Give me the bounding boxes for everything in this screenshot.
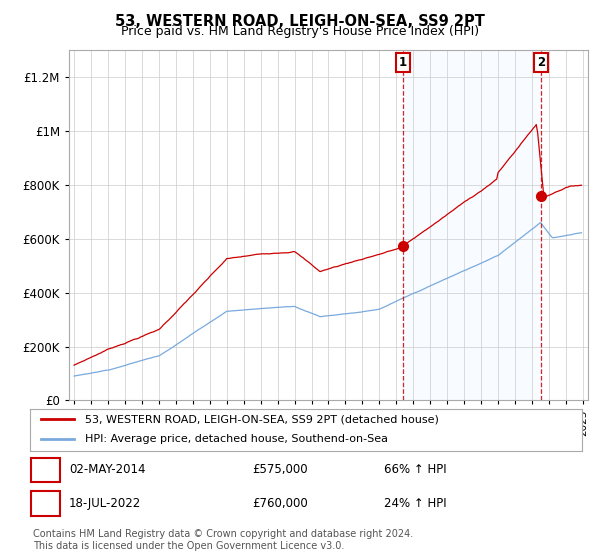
Text: 2: 2 — [41, 497, 50, 510]
Bar — [403, 50, 541, 400]
Text: £575,000: £575,000 — [252, 463, 308, 477]
Text: 53, WESTERN ROAD, LEIGH-ON-SEA, SS9 2PT: 53, WESTERN ROAD, LEIGH-ON-SEA, SS9 2PT — [115, 14, 485, 29]
Text: Contains HM Land Registry data © Crown copyright and database right 2024.
This d: Contains HM Land Registry data © Crown c… — [33, 529, 413, 551]
Text: 1: 1 — [41, 463, 50, 477]
Text: 02-MAY-2014: 02-MAY-2014 — [69, 463, 146, 477]
Text: £760,000: £760,000 — [252, 497, 308, 510]
Text: 2: 2 — [537, 56, 545, 69]
Text: Price paid vs. HM Land Registry's House Price Index (HPI): Price paid vs. HM Land Registry's House … — [121, 25, 479, 38]
Text: 18-JUL-2022: 18-JUL-2022 — [69, 497, 141, 510]
Text: 66% ↑ HPI: 66% ↑ HPI — [384, 463, 446, 477]
Text: 1: 1 — [398, 56, 407, 69]
Text: 53, WESTERN ROAD, LEIGH-ON-SEA, SS9 2PT (detached house): 53, WESTERN ROAD, LEIGH-ON-SEA, SS9 2PT … — [85, 414, 439, 424]
Text: 24% ↑ HPI: 24% ↑ HPI — [384, 497, 446, 510]
Text: HPI: Average price, detached house, Southend-on-Sea: HPI: Average price, detached house, Sout… — [85, 434, 388, 444]
